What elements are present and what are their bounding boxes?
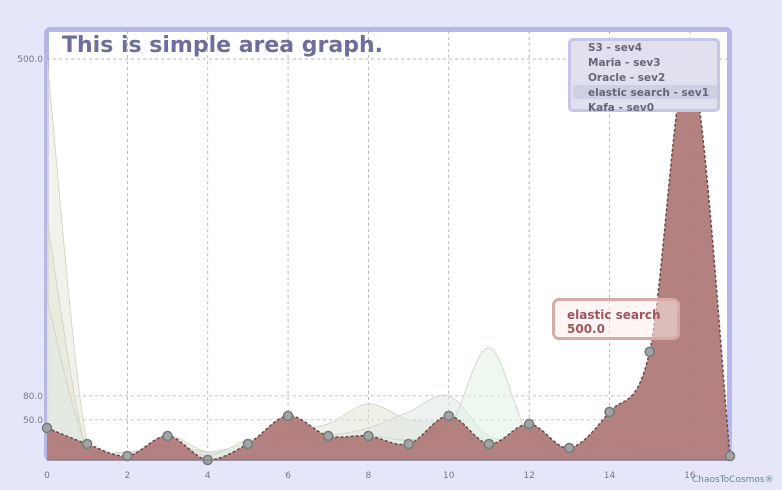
x-tick-label-0: 0 xyxy=(44,471,50,481)
series-line-0 xyxy=(46,58,731,457)
legend-item-s3[interactable]: S3 - sev4 xyxy=(588,42,643,54)
data-point-10 xyxy=(443,410,455,422)
legend-highlight xyxy=(573,85,717,99)
y-tick-label-50.0: 50.0 xyxy=(23,416,43,426)
x-tick-label-6: 6 xyxy=(285,471,291,481)
legend-item-maria[interactable]: Maria - sev3 xyxy=(588,57,661,69)
series-area-4 xyxy=(47,58,730,460)
data-point-15 xyxy=(644,346,655,357)
tooltip-value: 500.0 xyxy=(567,322,605,336)
data-point-6 xyxy=(282,410,294,422)
data-point-7 xyxy=(322,430,334,442)
legend-item-elastic-search[interactable]: elastic search - sev1 xyxy=(588,87,710,99)
chart-title: This is simple area graph. xyxy=(62,33,384,58)
data-point-3 xyxy=(162,430,173,442)
data-point-0 xyxy=(41,422,53,434)
tooltip: elastic search 500.0 xyxy=(552,298,680,340)
data-point-17 xyxy=(724,450,736,462)
x-tick-label-8: 8 xyxy=(366,471,372,481)
legend-item-oracle[interactable]: Oracle - sev2 xyxy=(588,72,666,84)
x-tick-label-12: 12 xyxy=(523,471,534,481)
series-area-1 xyxy=(47,219,730,460)
data-point-8 xyxy=(363,430,374,442)
x-tick-label-10: 10 xyxy=(443,471,455,481)
data-point-13 xyxy=(564,442,575,454)
x-tick-label-14: 14 xyxy=(604,471,616,481)
x-tick-label-4: 4 xyxy=(205,471,211,481)
data-point-11 xyxy=(483,438,495,450)
credit-text: ChaosToCosmos® xyxy=(692,475,774,485)
data-point-14 xyxy=(604,406,615,418)
data-point-2 xyxy=(122,450,133,462)
data-point-12 xyxy=(523,418,535,430)
series-area-2 xyxy=(47,299,730,460)
data-point-1 xyxy=(81,438,93,450)
tooltip-series: elastic search xyxy=(567,308,661,322)
x-tick-label-16: 16 xyxy=(684,471,696,481)
legend-item-kafa[interactable]: Kafa - sev0 xyxy=(588,102,655,114)
data-point-5 xyxy=(242,438,254,450)
y-tick-label-500.0: 500.0 xyxy=(17,55,43,65)
y-tick-label-80.0: 80.0 xyxy=(23,392,43,402)
data-point-9 xyxy=(403,438,414,450)
x-tick-label-2: 2 xyxy=(124,471,130,481)
legend: S3 - sev4 Maria - sev3 Oracle - sev2 ela… xyxy=(568,38,720,114)
